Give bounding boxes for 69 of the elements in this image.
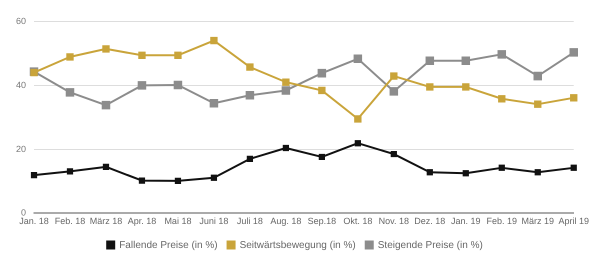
x-tick-label: Jan. 19 [451,216,481,226]
x-tick-label: Aug. 18 [270,216,302,226]
point [282,86,290,95]
point [462,170,469,176]
point [138,177,146,184]
point [318,154,325,160]
point [282,78,290,86]
y-tick-label: 20 [16,144,26,154]
x-tick-label: Feb. 18 [54,216,86,226]
point [354,115,362,123]
x-tick-label: Dez. 18 [414,216,446,226]
point [246,156,254,162]
point [426,83,434,91]
point [246,90,254,100]
point [174,52,182,59]
point [318,68,326,78]
y-tick-label: 0 [20,208,26,218]
point [282,144,290,152]
y-tick-label: 40 [16,80,26,90]
point [354,54,362,64]
point [66,53,74,61]
point [462,56,470,65]
point [66,88,74,97]
point [462,83,470,91]
point [534,72,542,80]
point [210,98,218,108]
point [102,100,110,110]
point [246,63,254,71]
point [138,52,146,59]
x-tick-label: März 19 [522,216,554,226]
x-tick-label: Apr. 18 [128,216,156,226]
x-tick-label: Juli 18 [236,216,263,226]
point [354,140,361,146]
point [534,169,541,176]
point [318,86,326,94]
x-tick-label: März 18 [90,216,122,226]
point [390,150,397,158]
x-tick-label: Sep.18 [308,216,336,226]
point [534,100,542,108]
point [174,178,182,184]
point [102,164,110,170]
y-tick-label: 60 [16,16,26,26]
point [570,164,577,171]
point [426,169,433,176]
point [426,56,434,65]
point [174,80,182,90]
point [210,36,218,44]
legend-label: Seitwärtsbewegung (in %) [240,240,356,251]
point [498,95,506,102]
point [210,174,218,181]
point [30,172,38,178]
x-tick-label: Mai 18 [164,216,192,226]
point [102,45,110,53]
legend-label: Fallende Preise (in %) [119,240,218,251]
x-tick-label: Jan. 18 [19,216,49,226]
point [498,50,506,59]
point [498,164,505,171]
point [66,168,74,174]
point [570,94,578,102]
point [390,87,398,96]
point [390,72,398,80]
point [569,48,578,57]
x-tick-label: Okt. 18 [343,216,372,226]
x-tick-label: April 19 [558,216,589,226]
x-tick-label: Feb. 19 [486,216,518,226]
legend-label: Steigende Preise (in %) [378,240,483,251]
point [138,81,146,90]
x-tick-label: Juni 18 [199,216,228,226]
x-tick-label: Nov. 18 [378,216,410,226]
